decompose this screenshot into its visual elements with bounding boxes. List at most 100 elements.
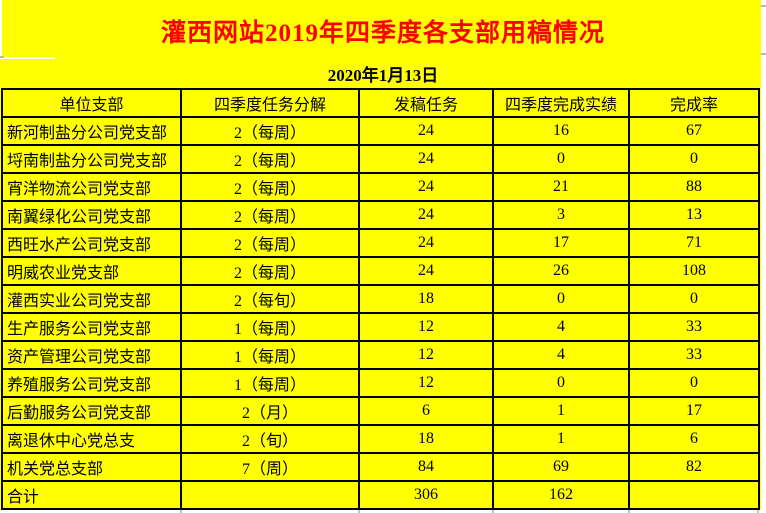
unit-cell: 资产管理公司党支部 xyxy=(1,340,182,370)
header-cell-2: 发稿任务 xyxy=(358,88,494,118)
table-row: 资产管理公司党支部 1（每周） 12 4 33 xyxy=(1,340,760,370)
header-row: 单位支部 四季度任务分解 发稿任务 四季度完成实绩 完成率 xyxy=(1,88,760,118)
value-cell: 4 xyxy=(492,340,630,370)
unit-cell: 养殖服务公司党支部 xyxy=(1,368,182,398)
header-cell-4: 完成率 xyxy=(628,88,760,118)
value-cell: 71 xyxy=(628,228,760,258)
value-cell: 0 xyxy=(628,144,760,174)
value-cell: 7（周） xyxy=(180,452,360,482)
gridline-tick xyxy=(761,53,766,55)
value-cell: 24 xyxy=(358,200,494,230)
value-cell: 0 xyxy=(628,284,760,314)
table-row: 机关党总支部 7（周） 84 69 82 xyxy=(1,452,760,482)
value-cell: 67 xyxy=(628,116,760,146)
value-cell xyxy=(628,480,760,510)
unit-cell: 埒南制盐分公司党支部 xyxy=(1,144,182,174)
total-row: 合计 306 162 xyxy=(1,480,760,510)
value-cell: 1（每周） xyxy=(180,312,360,342)
value-cell: 162 xyxy=(492,480,630,510)
table-row: 宵洋物流公司党支部 2（每周） 24 21 88 xyxy=(1,172,760,202)
value-cell: 21 xyxy=(492,172,630,202)
unit-cell: 合计 xyxy=(1,480,182,510)
value-cell: 16 xyxy=(492,116,630,146)
unit-cell: 宵洋物流公司党支部 xyxy=(1,172,182,202)
table-row: 养殖服务公司党支部 1（每周） 12 0 0 xyxy=(1,368,760,398)
header-cell-0: 单位支部 xyxy=(1,88,182,118)
value-cell: 2（每周） xyxy=(180,256,360,286)
spreadsheet-margin-bottom xyxy=(0,510,766,513)
value-cell: 33 xyxy=(628,312,760,342)
value-cell: 33 xyxy=(628,340,760,370)
value-cell: 3 xyxy=(492,200,630,230)
value-cell: 108 xyxy=(628,256,760,286)
table-row: 西旺水产公司党支部 2（每周） 24 17 71 xyxy=(1,228,760,258)
value-cell: 24 xyxy=(358,256,494,286)
header-cell-3: 四季度完成实绩 xyxy=(492,88,630,118)
value-cell: 18 xyxy=(358,284,494,314)
table-row: 离退休中心党总支 2（旬） 18 1 6 xyxy=(1,424,760,454)
table-row: 生产服务公司党支部 1（每周） 12 4 33 xyxy=(1,312,760,342)
spreadsheet-margin-left xyxy=(0,0,2,57)
value-cell: 6 xyxy=(628,424,760,454)
value-cell: 12 xyxy=(358,340,494,370)
value-cell: 2（每周） xyxy=(180,200,360,230)
report-table: 单位支部 四季度任务分解 发稿任务 四季度完成实绩 完成率 新河制盐分公司党支部 2（每周… xyxy=(1,88,760,510)
value-cell: 0 xyxy=(492,144,630,174)
value-cell: 4 xyxy=(492,312,630,342)
value-cell: 18 xyxy=(358,424,494,454)
page-title: 灌西网站2019年四季度各支部用稿情况 xyxy=(160,20,605,47)
unit-cell: 新河制盐分公司党支部 xyxy=(1,116,182,146)
report-date: 2020年1月13日 xyxy=(327,66,439,85)
value-cell: 2（月） xyxy=(180,396,360,426)
value-cell: 24 xyxy=(358,172,494,202)
gridline-tick xyxy=(492,510,494,513)
gridline-tick xyxy=(757,510,759,513)
value-cell: 2（每旬） xyxy=(180,284,360,314)
unit-cell: 南翼绿化公司党支部 xyxy=(1,200,182,230)
gridline-tick xyxy=(761,5,766,7)
value-cell: 12 xyxy=(358,368,494,398)
value-cell: 0 xyxy=(492,284,630,314)
gridline-tick xyxy=(358,510,360,513)
spreadsheet-gridline-topleft xyxy=(0,57,55,59)
unit-cell: 离退休中心党总支 xyxy=(1,424,182,454)
value-cell: 0 xyxy=(628,368,760,398)
value-cell: 2（每周） xyxy=(180,228,360,258)
value-cell: 1（每周） xyxy=(180,340,360,370)
gridline-tick xyxy=(628,510,630,513)
value-cell: 24 xyxy=(358,116,494,146)
table-row: 南翼绿化公司党支部 2（每周） 24 3 13 xyxy=(1,200,760,230)
value-cell: 6 xyxy=(358,396,494,426)
value-cell: 17 xyxy=(492,228,630,258)
value-cell: 84 xyxy=(358,452,494,482)
value-cell: 2（每周） xyxy=(180,172,360,202)
value-cell: 88 xyxy=(628,172,760,202)
value-cell: 13 xyxy=(628,200,760,230)
value-cell: 2（每周） xyxy=(180,144,360,174)
value-cell: 1 xyxy=(492,396,630,426)
header-cell-1: 四季度任务分解 xyxy=(180,88,360,118)
unit-cell: 明威农业党支部 xyxy=(1,256,182,286)
unit-cell: 机关党总支部 xyxy=(1,452,182,482)
value-cell: 69 xyxy=(492,452,630,482)
table-row: 灌西实业公司党支部 2（每旬） 18 0 0 xyxy=(1,284,760,314)
value-cell: 2（每周） xyxy=(180,116,360,146)
gridline-tick xyxy=(0,56,4,58)
value-cell: 0 xyxy=(492,368,630,398)
value-cell: 2（旬） xyxy=(180,424,360,454)
unit-cell: 西旺水产公司党支部 xyxy=(1,228,182,258)
value-cell: 24 xyxy=(358,228,494,258)
value-cell: 12 xyxy=(358,312,494,342)
spreadsheet-margin-right xyxy=(761,0,766,513)
value-cell: 1 xyxy=(492,424,630,454)
value-cell: 24 xyxy=(358,144,494,174)
value-cell: 26 xyxy=(492,256,630,286)
unit-cell: 灌西实业公司党支部 xyxy=(1,284,182,314)
value-cell xyxy=(180,480,360,510)
table-row: 埒南制盐分公司党支部 2（每周） 24 0 0 xyxy=(1,144,760,174)
value-cell: 306 xyxy=(358,480,494,510)
value-cell: 17 xyxy=(628,396,760,426)
table-row: 新河制盐分公司党支部 2（每周） 24 16 67 xyxy=(1,116,760,146)
unit-cell: 后勤服务公司党支部 xyxy=(1,396,182,426)
